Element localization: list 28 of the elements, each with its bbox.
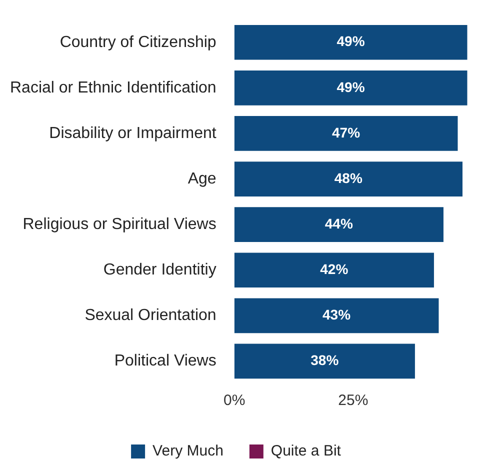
y-tick-label: Gender Identitiy [103,262,216,279]
y-tick-label: Sexual Orientation [84,307,216,324]
data-label: 47% [332,124,361,140]
bar [234,298,439,334]
data-label: 43% [322,306,352,323]
bar [234,116,458,151]
data-label: 42% [320,260,349,277]
y-tick-label: Political Views [114,352,216,370]
bar [234,207,444,242]
x-tick-label: 0% [223,392,246,410]
data-label: 49% [336,33,366,50]
y-tick-label: Age [188,170,216,188]
bar [234,70,468,106]
bar [234,24,468,60]
data-label: 49% [336,78,366,95]
x-tick-label: 25% [338,392,368,410]
bar [234,162,462,196]
legend-label: Quite a Bit [270,442,342,460]
y-tick-label: Country of Citizenship [60,34,216,51]
bar [234,252,434,288]
y-tick-label: Racial or Ethnic Identification [10,79,216,96]
y-tick-label: Disability or Impairment [49,124,217,142]
data-label: 44% [324,215,354,232]
data-label: 38% [310,352,340,368]
bar [234,344,415,379]
data-label: 48% [334,170,363,186]
legend-label: Very Much [152,442,224,460]
y-tick-label: Religious or Spiritual Views [22,216,216,233]
